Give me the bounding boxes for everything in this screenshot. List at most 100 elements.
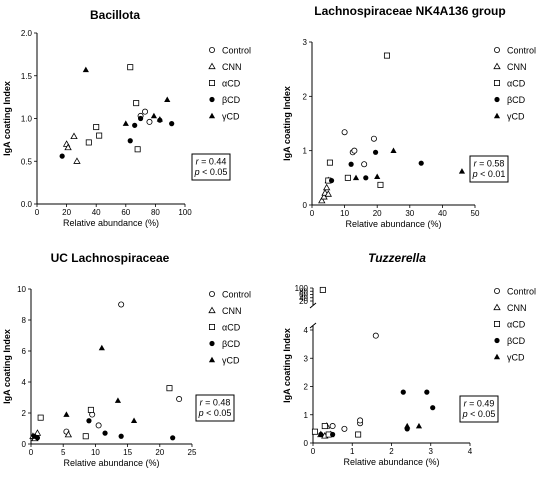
legend-bcd-marker bbox=[494, 96, 500, 103]
stats-r-value: = 0.58 bbox=[477, 159, 505, 169]
legend-gcd-marker bbox=[208, 112, 216, 119]
data-point-acd bbox=[134, 146, 141, 153]
x-tick-label: 0 bbox=[310, 209, 315, 218]
panel-1: Bacillota 0 20 40 60 80 100 0.0 0.5 1.0 1.5 2.0 Rela… bbox=[2, 8, 251, 228]
data-point-cnn bbox=[64, 143, 72, 151]
data-point-gcd bbox=[98, 344, 105, 351]
data-point-acd bbox=[82, 433, 89, 440]
x-tick-label: 10 bbox=[91, 448, 100, 457]
data-point-bcd bbox=[363, 175, 369, 181]
stats-box bbox=[459, 395, 499, 423]
legend-acd-marker bbox=[493, 80, 500, 87]
x-tick-label: 40 bbox=[92, 208, 101, 217]
data-point-acd bbox=[127, 64, 134, 71]
data-point-cnn bbox=[64, 430, 73, 438]
data-point-bcd bbox=[127, 138, 133, 144]
chart-title: Lachnospiraceae NK4A136 group bbox=[314, 4, 505, 18]
data-point-acd bbox=[321, 423, 328, 430]
data-point-acd bbox=[344, 174, 351, 181]
data-point-control bbox=[361, 161, 368, 168]
data-point-acd bbox=[383, 52, 390, 59]
stats-p-value: < 0.01 bbox=[478, 169, 506, 179]
x-tick-label: 1 bbox=[350, 447, 355, 456]
data-point-gcd bbox=[404, 422, 411, 429]
legend-bcd-marker bbox=[209, 96, 215, 103]
legend-acd-marker bbox=[208, 80, 215, 87]
y-tick-label: 8 bbox=[22, 316, 27, 325]
x-tick-label: 0 bbox=[35, 208, 40, 217]
data-point-bcd bbox=[372, 149, 379, 155]
stats-p-line: p < 0.01 bbox=[472, 169, 506, 179]
data-point-acd bbox=[377, 181, 384, 188]
data-point-bcd bbox=[138, 115, 144, 122]
data-point-bcd bbox=[400, 389, 406, 395]
legend-cnn-marker bbox=[493, 62, 501, 70]
x-tick-label: 15 bbox=[123, 448, 132, 457]
x-axis-label: Relative abundance (%) bbox=[63, 458, 159, 468]
legend-control-marker bbox=[493, 287, 500, 294]
x-tick-label: 30 bbox=[405, 209, 414, 218]
stats-p-line: p < 0.05 bbox=[198, 408, 232, 418]
legend-label-bcd: βCD bbox=[507, 336, 526, 346]
x-tick-label: 20 bbox=[155, 448, 164, 457]
x-tick-label: 80 bbox=[151, 208, 160, 217]
data-point-control bbox=[372, 332, 379, 339]
y-tick-label: 2 bbox=[303, 92, 308, 101]
data-point-bcd bbox=[348, 161, 354, 167]
y-axis-label: IgA coating Index bbox=[282, 328, 292, 403]
y-tick-label: 1.0 bbox=[21, 115, 33, 124]
data-point-bcd bbox=[328, 177, 335, 184]
y-tick-label: 2.0 bbox=[21, 29, 33, 38]
legend-control-marker bbox=[208, 290, 215, 297]
data-point-gcd bbox=[150, 112, 158, 119]
x-tick-label: 100 bbox=[178, 208, 192, 217]
data-point-acd bbox=[37, 414, 44, 421]
data-point-gcd bbox=[164, 96, 171, 102]
y-axis-label: IgA coating Index bbox=[2, 329, 12, 404]
x-tick-label: 5 bbox=[61, 448, 66, 457]
legend-label-gcd: γCD bbox=[222, 112, 240, 122]
x-axis-label: Relative abundance (%) bbox=[345, 219, 441, 229]
stats-r-value: = 0.48 bbox=[203, 398, 231, 408]
legend-gcd-marker bbox=[208, 356, 216, 363]
stats-r-symbol: r bbox=[200, 398, 204, 408]
y-tick-label: 10 bbox=[17, 285, 26, 294]
stats-box bbox=[195, 394, 235, 422]
x-tick-label: 20 bbox=[373, 209, 382, 218]
data-point-control bbox=[341, 129, 348, 136]
legend-label-bcd: βCD bbox=[222, 95, 241, 105]
data-point-gcd bbox=[114, 397, 122, 403]
legend-gcd-marker bbox=[493, 353, 501, 360]
y-axis-label: IgA coating Index bbox=[282, 86, 292, 161]
data-point-bcd bbox=[102, 430, 108, 436]
data-point-gcd bbox=[130, 417, 138, 424]
legend-label-control: Control bbox=[507, 46, 536, 56]
stats-p-symbol: p bbox=[462, 409, 468, 419]
y-tick-label: 40 bbox=[299, 294, 308, 303]
legend-label-gcd: γCD bbox=[507, 112, 525, 122]
data-point-acd bbox=[96, 132, 103, 139]
x-tick-label: 50 bbox=[471, 209, 480, 218]
x-tick-label: 2 bbox=[389, 447, 394, 456]
legend-label-bcd: βCD bbox=[222, 339, 241, 349]
legend-cnn-marker bbox=[493, 303, 501, 311]
data-point-control bbox=[142, 108, 149, 115]
stats-r-symbol: r bbox=[196, 157, 200, 167]
y-tick-label: 2 bbox=[304, 383, 309, 392]
stats-r-value: = 0.44 bbox=[199, 157, 227, 167]
data-point-gcd bbox=[63, 411, 70, 417]
legend-bcd-marker bbox=[494, 337, 500, 344]
x-tick-label: 3 bbox=[429, 447, 434, 456]
data-point-acd bbox=[133, 100, 140, 107]
y-tick-label: 0.0 bbox=[21, 200, 33, 209]
stats-r-line: r = 0.49 bbox=[464, 399, 495, 409]
y-tick-label: 20 bbox=[299, 297, 308, 306]
stats-p-value: < 0.05 bbox=[200, 167, 228, 177]
stats-r-symbol: r bbox=[474, 159, 478, 169]
x-tick-label: 10 bbox=[340, 209, 349, 218]
data-point-control bbox=[341, 425, 348, 432]
data-point-bcd bbox=[86, 418, 92, 424]
data-point-acd bbox=[355, 431, 362, 438]
